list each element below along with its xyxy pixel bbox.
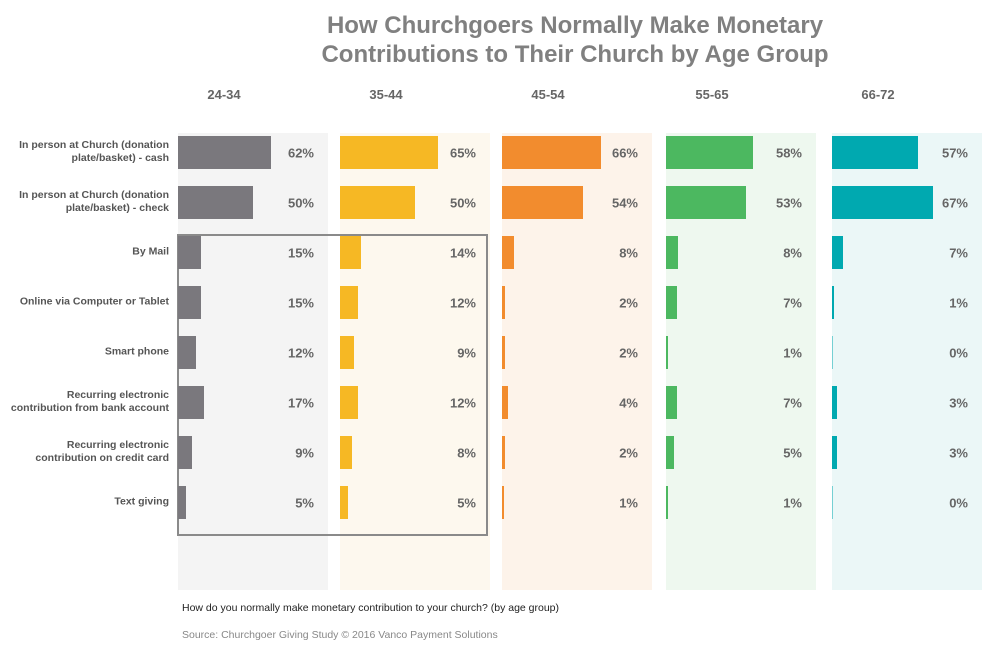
bar [340,285,358,319]
bar [178,435,192,469]
category-label: In person at Church (donation plate/bask… [19,189,169,214]
value-label: 66% [611,145,638,161]
value-label: 3% [949,445,968,461]
bar [340,485,348,519]
bar [340,235,361,269]
bar [340,385,358,419]
value-label: 12% [287,345,314,361]
series-header: 45-54 [531,87,565,102]
bar [832,135,918,169]
category-label: Text giving [114,495,169,508]
bar [178,235,201,269]
series-header: 35-44 [369,87,403,102]
value-label: 62% [287,145,314,161]
value-label: 4% [619,395,638,411]
source-note: Source: Churchgoer Giving Study © 2016 V… [182,629,498,641]
bar [502,385,508,419]
value-label: 1% [783,495,802,511]
value-label: 15% [287,245,314,261]
bar [502,335,505,369]
value-label: 5% [783,445,802,461]
bar [832,385,837,419]
bar [178,385,204,419]
value-label: 2% [619,345,638,361]
value-label: 15% [287,295,314,311]
bar [502,235,514,269]
value-label: 17% [287,395,314,411]
bar [502,485,504,519]
value-label: 7% [783,395,802,411]
bar [832,485,833,519]
bar [340,135,438,169]
bar [502,285,505,319]
bar [502,435,505,469]
chart-title: How Churchgoers Normally Make Monetary [326,12,824,39]
bar [832,235,843,269]
bar [666,285,677,319]
bar [178,485,186,519]
bar [502,135,601,169]
bar [178,185,253,219]
value-label: 2% [619,295,638,311]
category-label: Smart phone [104,345,169,358]
value-label: 50% [449,195,476,211]
value-label: 65% [449,145,476,161]
category-label: Recurring electronic contribution from b… [10,389,169,414]
value-label: 14% [449,245,476,261]
value-label: 0% [949,345,968,361]
series-header: 24-34 [207,87,241,102]
category-label: Online via Computer or Tablet [19,295,169,308]
value-label: 8% [619,245,638,261]
value-label: 1% [619,495,638,511]
bar [666,485,668,519]
bar [340,435,352,469]
value-label: 7% [949,245,968,261]
bar [832,435,837,469]
bar [340,185,415,219]
value-label: 12% [449,295,476,311]
value-label: 8% [783,245,802,261]
value-label: 7% [783,295,802,311]
bar [178,285,201,319]
value-label: 2% [619,445,638,461]
value-label: 1% [949,295,968,311]
bar [178,135,271,169]
highlight-box [177,234,488,536]
bar [178,335,196,369]
bar [666,135,753,169]
value-label: 5% [295,495,314,511]
bar [666,335,668,369]
series-header: 55-65 [695,87,729,102]
value-label: 5% [457,495,476,511]
value-label: 54% [611,195,638,211]
value-label: 58% [775,145,802,161]
bar [666,235,678,269]
value-label: 57% [941,145,968,161]
bar [666,435,674,469]
category-label: By Mail [132,245,169,258]
value-label: 50% [287,195,314,211]
bar [502,185,583,219]
value-label: 53% [775,195,802,211]
bar [666,185,746,219]
value-label: 1% [783,345,802,361]
series-header: 66-72 [861,87,895,102]
question-note: How do you normally make monetary contri… [182,602,560,614]
value-label: 9% [295,445,314,461]
chart-title: Contributions to Their Church by Age Gro… [321,41,829,68]
category-label: In person at Church (donation plate/bask… [19,139,169,164]
value-label: 0% [949,495,968,511]
value-label: 8% [457,445,476,461]
bar [832,285,834,319]
bar [832,185,933,219]
value-label: 3% [949,395,968,411]
value-label: 9% [457,345,476,361]
category-label: Recurring electronic contribution on cre… [35,439,169,464]
value-label: 12% [449,395,476,411]
bar [340,335,354,369]
bar [666,385,677,419]
value-label: 67% [941,195,968,211]
bar [832,335,833,369]
